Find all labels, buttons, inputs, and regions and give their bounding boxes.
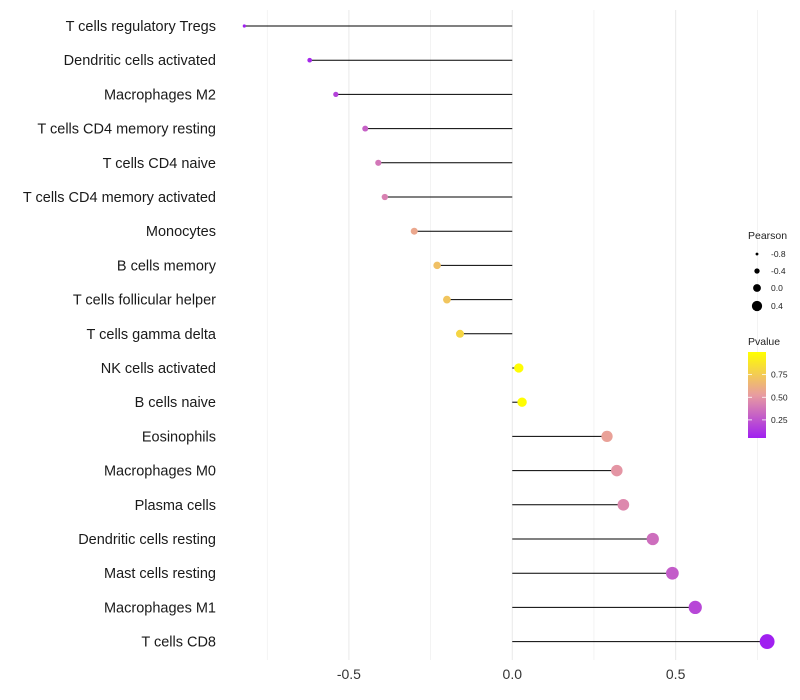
category-label: T cells CD8 — [141, 635, 216, 651]
color-legend-label: 0.25 — [771, 415, 788, 425]
color-legend-title: Pvalue — [748, 336, 780, 348]
lollipop-dot — [410, 227, 418, 235]
lollipop-dot — [443, 295, 451, 304]
size-legend-key — [753, 284, 761, 292]
size-legend-title: Pearson — [748, 230, 787, 242]
lollipop-dot — [514, 363, 524, 373]
segment-layer — [244, 25, 768, 643]
size-legend: Pearson -0.8 -0.4 0.0 0.4 — [748, 230, 787, 312]
lollipop-dot — [611, 464, 623, 477]
category-label: Macrophages M2 — [104, 87, 216, 103]
dot-layer — [242, 24, 775, 650]
category-label: B cells memory — [117, 258, 217, 274]
lollipop-dot — [601, 430, 613, 443]
lollipop-dot — [381, 193, 389, 201]
category-label: T cells gamma delta — [87, 327, 217, 343]
lollipop-dot — [517, 397, 527, 407]
lollipop-dot — [375, 159, 382, 166]
lollipop-dot — [455, 329, 464, 338]
lollipop-dot — [242, 24, 246, 28]
lollipop-dot — [433, 261, 441, 270]
lollipop-dot — [307, 57, 313, 63]
color-legend-label: 0.75 — [771, 370, 788, 380]
category-label: T cells CD4 naive — [103, 156, 216, 172]
category-label: Macrophages M0 — [104, 464, 216, 480]
lollipop-dot — [617, 498, 630, 511]
category-labels: T cells regulatory Tregs Dendritic cells … — [23, 19, 217, 651]
category-label: T cells regulatory Tregs — [66, 19, 216, 35]
x-tick-label: 0.5 — [666, 666, 686, 682]
category-label: Eosinophils — [142, 429, 216, 445]
x-tick-label: 0.0 — [503, 666, 523, 682]
lollipop-dot — [759, 634, 775, 650]
color-legend: Pvalue 0.75 0.50 0.25 — [748, 336, 788, 438]
size-legend-label: -0.8 — [771, 249, 786, 259]
lollipop-dot — [688, 600, 702, 615]
category-label: B cells naive — [135, 395, 216, 411]
category-label: T cells CD4 memory activated — [23, 190, 216, 206]
size-legend-label: 0.4 — [771, 301, 783, 311]
lollipop-dot — [333, 91, 339, 98]
category-label: Dendritic cells resting — [78, 532, 216, 548]
lollipop-dot — [362, 125, 369, 132]
category-label: Mast cells resting — [104, 566, 216, 582]
category-label: T cells CD4 memory resting — [37, 122, 216, 138]
size-legend-key — [754, 268, 760, 274]
category-label: Monocytes — [146, 224, 216, 240]
size-legend-key — [751, 300, 763, 312]
category-label: T cells follicular helper — [73, 293, 216, 309]
size-legend-key — [755, 252, 759, 256]
size-legend-label: 0.0 — [771, 283, 783, 293]
x-axis-ticks: -0.5 0.0 0.5 — [337, 666, 686, 682]
lollipop-dot — [665, 566, 679, 580]
lollipop-dot — [646, 532, 659, 546]
color-legend-label: 0.50 — [771, 392, 788, 402]
size-legend-label: -0.4 — [771, 266, 786, 276]
color-legend-bar — [748, 352, 766, 438]
category-label: Plasma cells — [135, 498, 216, 514]
x-tick-label: -0.5 — [337, 666, 361, 682]
category-label: Dendritic cells activated — [64, 53, 216, 69]
category-label: Macrophages M1 — [104, 600, 216, 616]
grid-layer — [266, 10, 758, 660]
category-label: NK cells activated — [101, 361, 216, 377]
